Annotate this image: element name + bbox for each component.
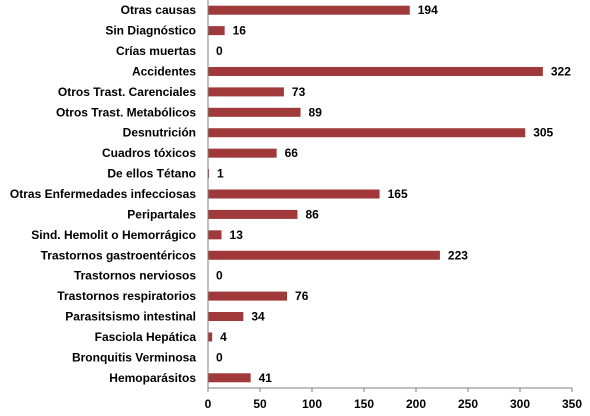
category-label: Otras causas: [121, 3, 197, 17]
category-label: Parasitsismo intestinal: [65, 310, 196, 324]
x-axis-ticks: 0 50 100 150 200 250 300 350: [205, 388, 582, 411]
x-tick-label: 250: [458, 397, 478, 411]
bar: [208, 107, 301, 117]
category-label: Trastornos respiratorios: [57, 289, 196, 303]
bar: [208, 230, 222, 240]
bar: [208, 169, 210, 179]
x-tick-label: 50: [253, 397, 267, 411]
category-label: Trastornos nerviosos: [74, 269, 196, 283]
category-label: Fasciola Hepática: [95, 330, 197, 344]
category-label: Bronquitis Verminosa: [72, 350, 196, 364]
x-tick-label: 200: [406, 397, 426, 411]
category-label: Sind. Hemolit o Hemorrágico: [31, 228, 196, 242]
data-label: 89: [309, 105, 323, 119]
data-label: 34: [251, 310, 265, 324]
category-label: Otras Enfermedades infecciosas: [10, 187, 196, 201]
data-label: 0: [216, 350, 223, 364]
category-label: Sin Diagnóstico: [105, 24, 196, 38]
category-label: Desnutrición: [123, 126, 196, 140]
category-label: Hemoparásitos: [109, 371, 196, 385]
x-tick-label: 0: [205, 397, 212, 411]
data-label: 194: [418, 3, 438, 17]
category-label: Accidentes: [132, 64, 196, 78]
x-tick-label: 100: [302, 397, 322, 411]
category-labels: Otras causas Sin Diagnóstico Crías muertas…: [10, 3, 196, 385]
bar: [208, 312, 244, 322]
data-label: 223: [448, 248, 468, 262]
category-label: Trastornos gastroentéricos: [41, 248, 197, 262]
data-label: 4: [220, 330, 227, 344]
category-label: Crías muertas: [116, 44, 196, 58]
x-tick-label: 300: [510, 397, 530, 411]
bar: [208, 128, 526, 138]
bars-group: [208, 5, 543, 383]
data-label: 76: [295, 289, 309, 303]
data-label: 305: [533, 126, 553, 140]
data-label: 322: [551, 64, 571, 78]
category-label: Otros Trast. Metabólicos: [56, 105, 196, 119]
bar: [208, 250, 440, 260]
bar: [208, 291, 288, 301]
data-label: 66: [285, 146, 299, 160]
bar: [208, 332, 213, 342]
category-label: Cuadros tóxicos: [102, 146, 196, 160]
bar: [208, 209, 298, 219]
data-label: 86: [305, 207, 319, 221]
data-label: 16: [233, 24, 247, 38]
category-label: De ellos Tétano: [107, 167, 196, 181]
data-label: 0: [216, 44, 223, 58]
category-label: Otros Trast. Carenciales: [58, 85, 196, 99]
bar: [208, 26, 225, 36]
bar: [208, 373, 251, 383]
data-label: 41: [259, 371, 273, 385]
x-tick-label: 150: [354, 397, 374, 411]
bar: [208, 66, 543, 76]
data-label: 73: [292, 85, 306, 99]
x-tick-label: 350: [562, 397, 582, 411]
data-label: 13: [230, 228, 244, 242]
category-label: Peripartales: [127, 207, 196, 221]
bar: [208, 148, 277, 158]
data-label: 165: [388, 187, 408, 201]
bar: [208, 87, 284, 97]
data-label: 1: [217, 167, 224, 181]
bar: [208, 189, 380, 199]
bar: [208, 5, 410, 15]
data-label: 0: [216, 269, 223, 283]
